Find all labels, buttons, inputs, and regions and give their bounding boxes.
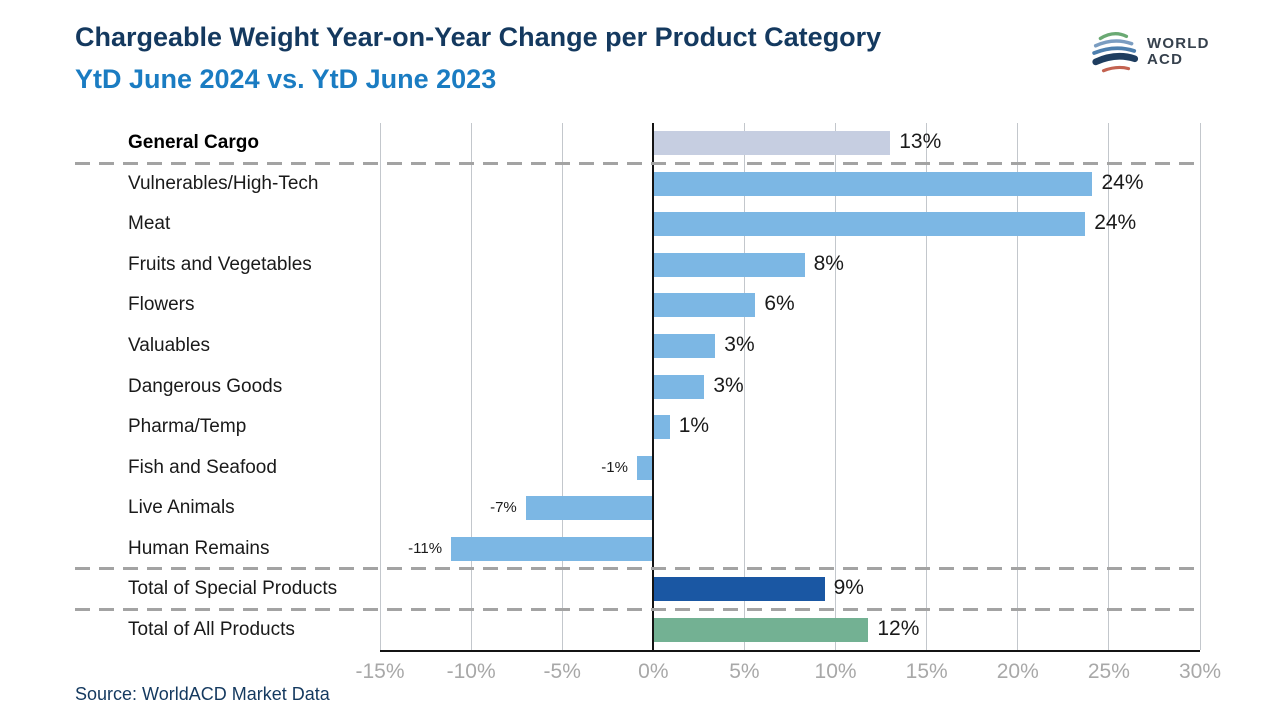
x-tick-label: 10% (814, 660, 857, 683)
gridline-5 (743, 123, 745, 650)
category-label: Fruits and Vegetables (128, 253, 312, 275)
bar-general-cargo (653, 131, 891, 156)
value-label: 12% (877, 616, 920, 640)
value-label: 6% (764, 292, 795, 316)
value-label: -11% (408, 539, 443, 557)
gridline--5 (561, 123, 563, 650)
page-subtitle: YtD June 2024 vs. YtD June 2023 (75, 64, 497, 94)
value-label: 9% (833, 576, 864, 600)
x-tick-label: 0% (638, 660, 669, 683)
logo-word-acd: ACD (1147, 51, 1184, 68)
gridline-20 (1017, 123, 1019, 650)
bar-valuables (653, 333, 716, 358)
bar-meat (653, 212, 1086, 237)
category-label: Valuables (128, 334, 211, 356)
value-label: 24% (1101, 170, 1144, 194)
value-label: 1% (678, 414, 710, 438)
bar-fish-and-seafood (636, 455, 654, 480)
gridline-30 (1199, 123, 1201, 650)
bar-vulnerables-high-tech (653, 171, 1093, 196)
globe-icon (1092, 32, 1139, 73)
category-label: Fish and Seafood (128, 456, 277, 478)
category-label: Live Animals (128, 497, 235, 519)
category-label: Total of All Products (128, 618, 295, 640)
value-label: 8% (813, 251, 844, 275)
logo-wordmark: WORLD ACD (1147, 36, 1210, 68)
value-label: 24% (1094, 211, 1137, 235)
page-title: Chargeable Weight Year-on-Year Change pe… (75, 22, 882, 52)
category-label: Vulnerables/High-Tech (128, 172, 319, 194)
x-axis-line (380, 650, 1200, 652)
value-label: -1% (601, 458, 628, 476)
worldacd-logo: WORLD ACD (1091, 27, 1210, 77)
gridline-15 (926, 123, 928, 650)
source-note: Source: WorldACD Market Data (75, 684, 330, 704)
gridline-10 (835, 123, 837, 650)
x-tick-label: 30% (1178, 660, 1222, 683)
zero-axis-line (652, 123, 655, 650)
x-tick-label: -15% (355, 660, 405, 683)
gridline--15 (379, 123, 381, 650)
gridline--10 (470, 123, 472, 650)
x-tick-label: 15% (905, 660, 948, 683)
x-tick-label: -10% (446, 660, 496, 683)
bar-pharma-temp (653, 415, 670, 440)
x-tick-label: -5% (543, 660, 581, 683)
bar-live-animals (525, 496, 654, 521)
value-label: 3% (713, 373, 744, 397)
x-tick-label: 20% (996, 660, 1039, 683)
category-label: Dangerous Goods (128, 375, 283, 397)
value-label: 13% (899, 130, 942, 154)
bar-dangerous-goods (653, 374, 705, 399)
bar-total-of-special-products (653, 577, 825, 602)
value-label: -7% (490, 498, 517, 516)
separator-dashed-line (75, 607, 1200, 611)
category-label: Flowers (128, 294, 195, 316)
bar-human-remains (451, 536, 654, 561)
bar-flowers (653, 293, 756, 318)
value-label: 3% (724, 332, 755, 356)
bar-fruits-and-vegetables (653, 252, 805, 277)
category-label: Human Remains (128, 537, 270, 559)
category-label: Total of Special Products (128, 578, 338, 600)
x-tick-label: 25% (1087, 660, 1130, 683)
category-label: Meat (128, 213, 171, 235)
x-tick-label: 5% (729, 660, 760, 683)
bar-total-of-all-products (653, 617, 869, 642)
logo-word-world: WORLD (1147, 35, 1210, 52)
separator-dashed-line (75, 567, 1200, 571)
category-label: Pharma/Temp (128, 416, 247, 438)
gridline-25 (1108, 123, 1110, 650)
category-label: General Cargo (128, 132, 259, 154)
separator-dashed-line (75, 162, 1200, 166)
